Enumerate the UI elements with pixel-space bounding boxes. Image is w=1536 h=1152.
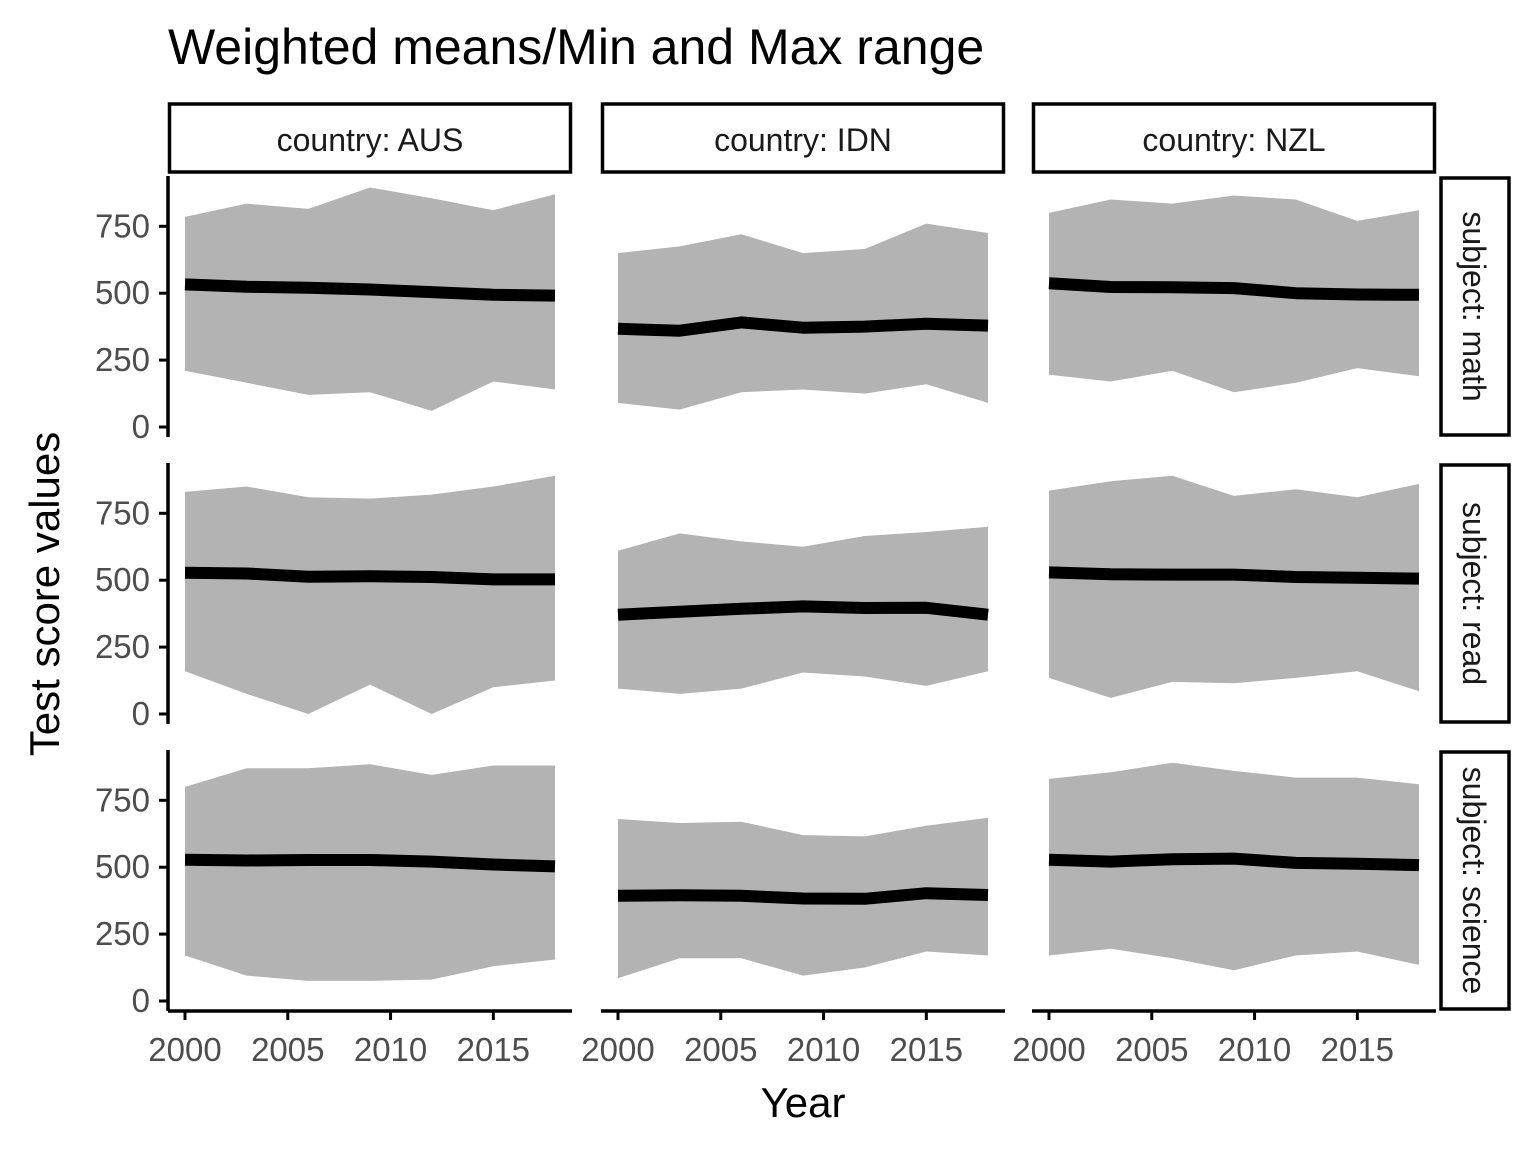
weighted-mean-line [1048, 566, 1420, 585]
x-tick-label: 2015 [457, 1031, 530, 1068]
panel-idn-science [617, 817, 989, 979]
weighted-mean-line [1048, 277, 1420, 301]
y-tick-label: 250 [95, 628, 150, 665]
strips-layer: country: AUS country: IDN country: NZL subj… [167, 102, 1511, 1011]
col-strip-label: country: AUS [277, 122, 464, 158]
col-strip-box [167, 102, 573, 174]
x-tick-label: 2000 [1012, 1031, 1085, 1068]
x-tick-label: 2005 [1115, 1031, 1188, 1068]
panel-aus-read [184, 475, 555, 714]
panels-layer [184, 187, 1420, 981]
y-tick-label: 0 [132, 695, 150, 732]
col-strip-label: country: NZL [1142, 122, 1325, 158]
row-strip-label: subject: math [1456, 211, 1492, 401]
row-strip-label: subject: read [1456, 502, 1492, 685]
weighted-mean-line [1048, 852, 1420, 872]
x-tick-label: 2000 [148, 1031, 221, 1068]
y-tick-label: 250 [95, 341, 150, 378]
row-strip-label: subject: science [1456, 767, 1492, 995]
y-tick-label: 750 [95, 494, 150, 531]
panel-nzl-science [1048, 762, 1420, 971]
weighted-mean-line [617, 600, 989, 621]
chart-title: Weighted means/Min and Max range [168, 19, 984, 75]
row-strip-box [1439, 176, 1511, 437]
weighted-mean-line [617, 887, 989, 905]
panel-nzl-read [1048, 475, 1420, 698]
weighted-mean-line [184, 278, 556, 302]
x-tick-label: 2010 [1218, 1031, 1291, 1068]
col-strip-label: country: IDN [714, 122, 892, 158]
x-tick-label: 2005 [684, 1031, 757, 1068]
x-tick-label: 2015 [1321, 1031, 1394, 1068]
axes-layer: 0 250 500 750 0 250 500 750 0 250 500 750 2000 2005 20… [95, 176, 1436, 1068]
x-tick-label: 2010 [787, 1031, 860, 1068]
panel-idn-math [617, 223, 989, 410]
weighted-mean-line [184, 566, 555, 586]
x-tick-label: 2015 [890, 1031, 963, 1068]
min-max-ribbon [1049, 762, 1419, 971]
weighted-mean-line [617, 316, 989, 337]
col-strip-box [600, 102, 1006, 174]
weighted-mean-line [184, 853, 556, 873]
panel-aus-science [184, 764, 556, 981]
min-max-ribbon [1049, 475, 1419, 698]
row-strip-box [1439, 750, 1511, 1011]
min-max-ribbon [618, 223, 988, 410]
panel-nzl-math [1048, 195, 1420, 393]
y-tick-label: 0 [132, 982, 150, 1019]
x-tick-label: 2005 [251, 1031, 324, 1068]
y-tick-label: 500 [95, 274, 150, 311]
min-max-ribbon [185, 475, 555, 714]
y-axis-title: Test score values [21, 432, 68, 756]
y-tick-label: 0 [132, 408, 150, 445]
y-tick-label: 500 [95, 848, 150, 885]
panel-aus-math [184, 187, 556, 411]
x-axis-title: Year [761, 1079, 846, 1126]
x-tick-label: 2000 [581, 1031, 654, 1068]
y-tick-label: 250 [95, 915, 150, 952]
min-max-ribbon [185, 764, 555, 981]
y-tick-label: 750 [95, 781, 150, 818]
panel-idn-read [617, 526, 989, 694]
x-tick-label: 2010 [354, 1031, 427, 1068]
col-strip-box [1031, 102, 1437, 174]
y-tick-label: 500 [95, 561, 150, 598]
min-max-ribbon [185, 187, 555, 411]
y-tick-label: 750 [95, 207, 150, 244]
row-strip-box [1439, 463, 1511, 724]
